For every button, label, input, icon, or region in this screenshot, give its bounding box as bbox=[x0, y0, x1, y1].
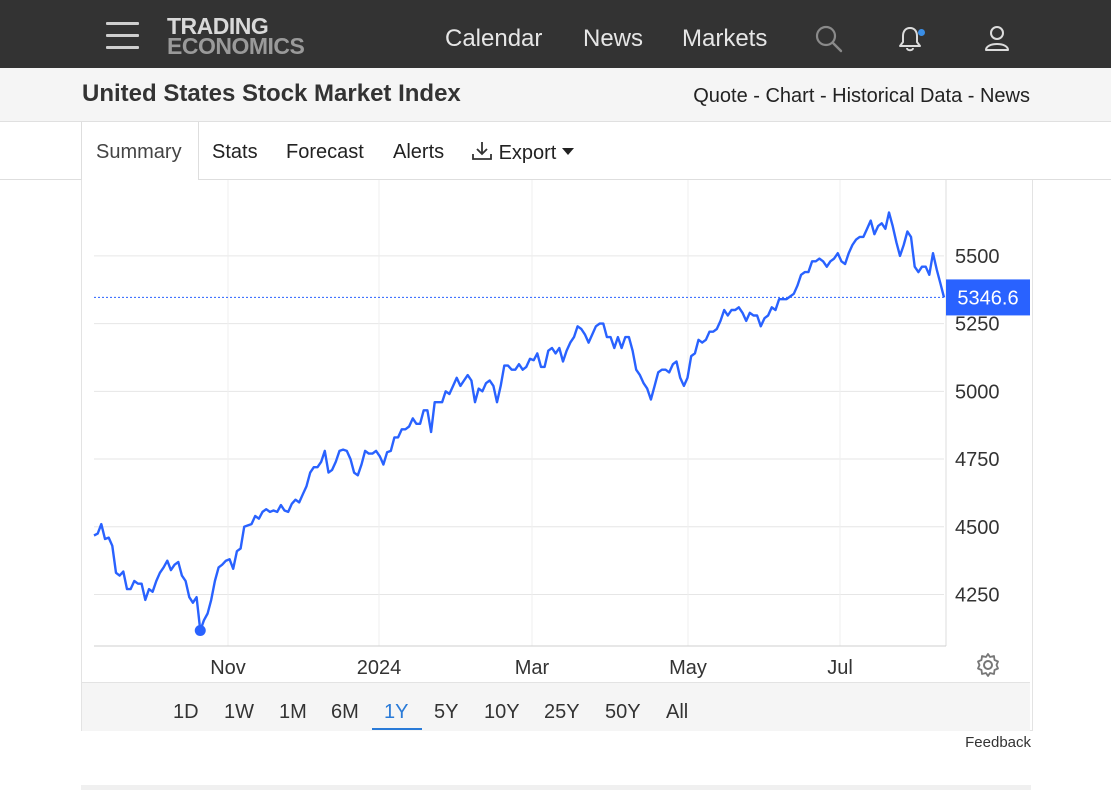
range-selector bbox=[82, 682, 1030, 731]
nav-markets[interactable]: Markets bbox=[682, 25, 768, 52]
logo-line1: TRADING bbox=[167, 13, 269, 39]
x-tick-label: Nov bbox=[210, 657, 246, 679]
range-1d[interactable]: 1D bbox=[173, 701, 199, 723]
range-5y[interactable]: 5Y bbox=[434, 701, 459, 723]
range-1y[interactable]: 1Y bbox=[384, 701, 409, 723]
active-range-underline bbox=[372, 728, 422, 730]
export-label: Export bbox=[498, 142, 557, 164]
last-value-label: 5346.6 bbox=[957, 287, 1018, 309]
page-title: United States Stock Market Index bbox=[82, 80, 461, 107]
tab-forecast[interactable]: Forecast bbox=[286, 141, 364, 163]
gear-icon[interactable] bbox=[975, 652, 1001, 678]
y-tick-label: 4750 bbox=[955, 449, 1000, 471]
x-tick-label: Mar bbox=[515, 657, 550, 679]
range-25y[interactable]: 25Y bbox=[544, 701, 580, 723]
range-10y[interactable]: 10Y bbox=[484, 701, 520, 723]
logo[interactable]: TRADING ECONOMICS bbox=[167, 13, 305, 59]
chart-svg[interactable]: 4250 4500 4750 5000 5250 5500 Nov 2024 Mar May Jul… bbox=[82, 180, 1030, 682]
y-tick-label: 4250 bbox=[955, 585, 1000, 607]
tab-stats[interactable]: Stats bbox=[212, 141, 258, 163]
link-news[interactable]: News bbox=[979, 85, 1030, 107]
link-quote[interactable]: Quote bbox=[693, 85, 748, 107]
menu-icon[interactable] bbox=[106, 22, 139, 50]
range-1w[interactable]: 1W bbox=[224, 701, 254, 723]
range-50y[interactable]: 50Y bbox=[605, 701, 641, 723]
link-historical-data[interactable]: Historical Data bbox=[832, 85, 963, 107]
chart-area: 4250 4500 4750 5000 5250 5500 Nov 2024 Mar May Jul… bbox=[81, 180, 1033, 731]
series-line bbox=[93, 211, 946, 632]
y-tick-label: 4500 bbox=[955, 517, 1000, 539]
bell-icon[interactable] bbox=[897, 25, 923, 53]
download-icon bbox=[472, 142, 492, 160]
export-dropdown[interactable]: Export bbox=[471, 140, 574, 165]
title-band: United States Stock Market Index Quote -… bbox=[0, 68, 1111, 122]
link-chart[interactable]: Chart bbox=[765, 85, 815, 107]
range-all[interactable]: All bbox=[666, 701, 689, 723]
tab-alerts[interactable]: Alerts bbox=[393, 141, 445, 163]
y-tick-label: 5250 bbox=[955, 314, 1000, 336]
nav-news[interactable]: News bbox=[583, 25, 644, 52]
x-tick-label: Jul bbox=[827, 657, 853, 679]
y-tick-label: 5500 bbox=[955, 246, 1000, 268]
active-tab-box bbox=[81, 122, 199, 180]
min-marker bbox=[194, 625, 206, 637]
tab-summary[interactable]: Summary bbox=[96, 141, 182, 163]
search-icon[interactable] bbox=[814, 24, 844, 54]
x-tick-label: 2024 bbox=[357, 657, 402, 679]
logo-line2: ECONOMICS bbox=[167, 33, 305, 59]
top-navbar: TRADING ECONOMICS Calendar News Markets bbox=[0, 0, 1111, 68]
range-6m[interactable]: 6M bbox=[331, 701, 359, 723]
feedback-link[interactable]: Feedback bbox=[965, 734, 1031, 751]
user-icon[interactable] bbox=[984, 24, 1010, 52]
section-links: Quote - Chart - Historical Data - News bbox=[693, 85, 1030, 107]
bottom-divider bbox=[81, 785, 1031, 790]
caret-down-icon bbox=[561, 148, 574, 155]
x-tick-label: May bbox=[669, 657, 707, 679]
last-value-badge bbox=[946, 279, 1030, 316]
y-tick-label: 5000 bbox=[955, 381, 1000, 403]
notification-dot bbox=[918, 29, 925, 36]
range-1m[interactable]: 1M bbox=[279, 701, 307, 723]
nav-calendar[interactable]: Calendar bbox=[445, 25, 543, 52]
